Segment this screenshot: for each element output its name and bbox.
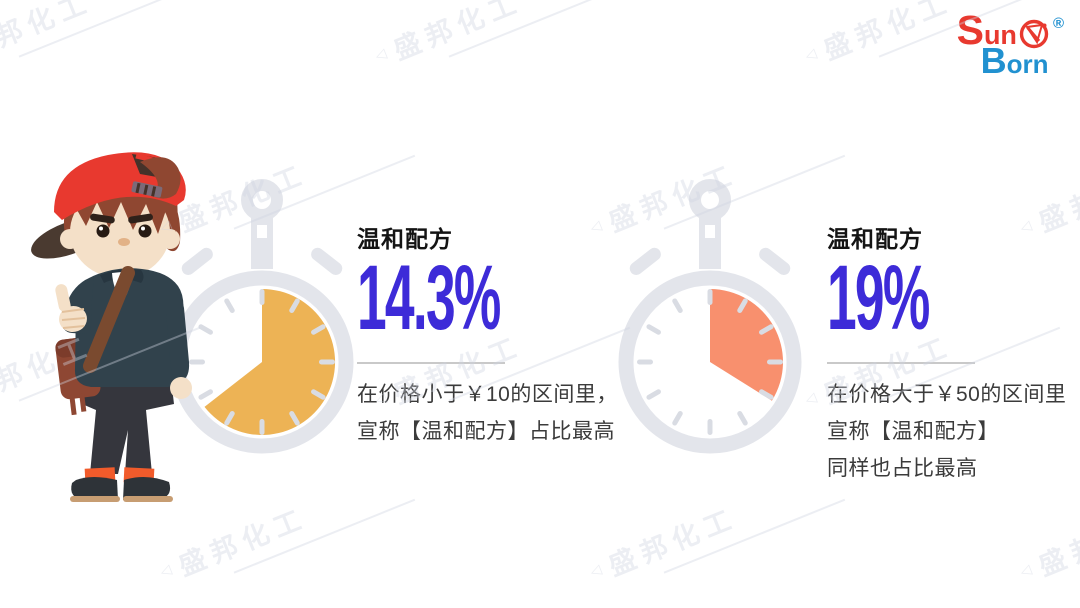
watermark: ◁盛邦化工 (583, 496, 846, 591)
crown-ring (689, 179, 731, 221)
pie-wedge (204, 288, 336, 435)
watermark-arrow-icon: ◁ (372, 44, 389, 64)
left-eyebrow (90, 213, 115, 224)
right-button (311, 247, 343, 275)
stat-description-line: 在价格大于￥50的区间里 (827, 383, 1067, 406)
stat-description-line: 同样也占比最高 (827, 457, 978, 480)
watermark-arrow-icon: ◁ (802, 44, 819, 64)
cap-buckle (131, 181, 163, 198)
left-button (181, 247, 213, 275)
left-button (629, 247, 661, 275)
stat-heading: 温和配方 (827, 226, 923, 252)
watermark-text: 盛邦化工 (0, 0, 97, 66)
crown-stem (699, 213, 721, 269)
watermark-arrow-icon: ◁ (587, 560, 604, 580)
boy-illustration (31, 152, 192, 502)
watermark-line (663, 498, 846, 574)
stat-heading: 温和配方 (357, 226, 453, 252)
right-eyebrow (128, 213, 153, 224)
right-ear (160, 229, 180, 249)
crown-ring (241, 179, 283, 221)
watermark-text: 盛邦化工 (174, 502, 312, 582)
nose (118, 238, 130, 246)
stat-description-line: 宣称【温和配方】 (827, 420, 999, 443)
left-eye (96, 224, 110, 238)
watermark-arrow-icon: ◁ (1017, 560, 1034, 580)
crown-stem (251, 213, 273, 269)
sunborn-logo: Sun ® Born (956, 7, 1064, 79)
watermark: ◁盛邦化工 (1013, 496, 1080, 591)
right-button (759, 247, 791, 275)
stat-card-1: 温和配方 14.3% 在价格小于￥10的区间里， 宣称【温和配方】占比最高 (357, 224, 618, 450)
divider-line (827, 362, 975, 364)
stopwatch-gauge-2 (618, 179, 802, 454)
stopwatch-slash-icon (1019, 19, 1049, 49)
logo-text-born: Born (980, 40, 1049, 81)
thumbs-up-hand (55, 284, 87, 333)
watermark: ◁盛邦化工 (798, 0, 1061, 75)
tick-marks (189, 289, 335, 435)
stat-value: 19% (827, 247, 930, 349)
hoodie-torso (74, 268, 186, 387)
right-sleeve (166, 282, 190, 382)
watermark-line (233, 498, 416, 574)
pie-wedge (710, 289, 784, 401)
stat-description-line: 宣称【温和配方】占比最高 (357, 420, 615, 443)
stat-description-line: 在价格小于￥10的区间里， (357, 383, 618, 406)
logo-row-sun: Sun ® (956, 7, 1064, 53)
logo-row-born: Born (957, 43, 1064, 79)
left-shoe (71, 477, 118, 500)
bag-strap (83, 266, 135, 373)
stat-card-2: 温和配方 19% 在价格大于￥50的区间里 宣称【温和配方】 同样也占比最高 (827, 224, 1066, 487)
pants (82, 370, 174, 474)
right-shoe (123, 476, 171, 500)
right-eye (138, 224, 152, 238)
watermark: ◁盛邦化工 (0, 0, 201, 75)
face (70, 186, 170, 278)
watermark-text: 盛邦化工 (604, 502, 742, 582)
stat-description: 在价格大于￥50的区间里 宣称【温和配方】 同样也占比最高 (827, 376, 1066, 487)
tick-marks (637, 289, 783, 435)
right-hand (170, 377, 192, 399)
watermark-line (18, 0, 201, 58)
watermark-line (448, 0, 631, 58)
registered-mark-icon: ® (1052, 15, 1064, 32)
watermark-text: 盛邦化工 (819, 0, 957, 66)
logo-text-sun: Sun (956, 7, 1017, 53)
left-ear (60, 229, 80, 249)
watermark: ◁盛邦化工 (153, 496, 416, 591)
watermark: ◁盛邦化工 (368, 0, 631, 75)
hair-tuft (140, 157, 181, 199)
divider-line (357, 362, 505, 364)
stat-description: 在价格小于￥10的区间里， 宣称【温和配方】占比最高 (357, 376, 618, 450)
watermark-text: 盛邦化工 (1034, 502, 1080, 582)
watermark-arrow-icon: ◁ (157, 560, 174, 580)
stat-value: 14.3% (357, 247, 501, 349)
watermark-text: 盛邦化工 (389, 0, 527, 66)
